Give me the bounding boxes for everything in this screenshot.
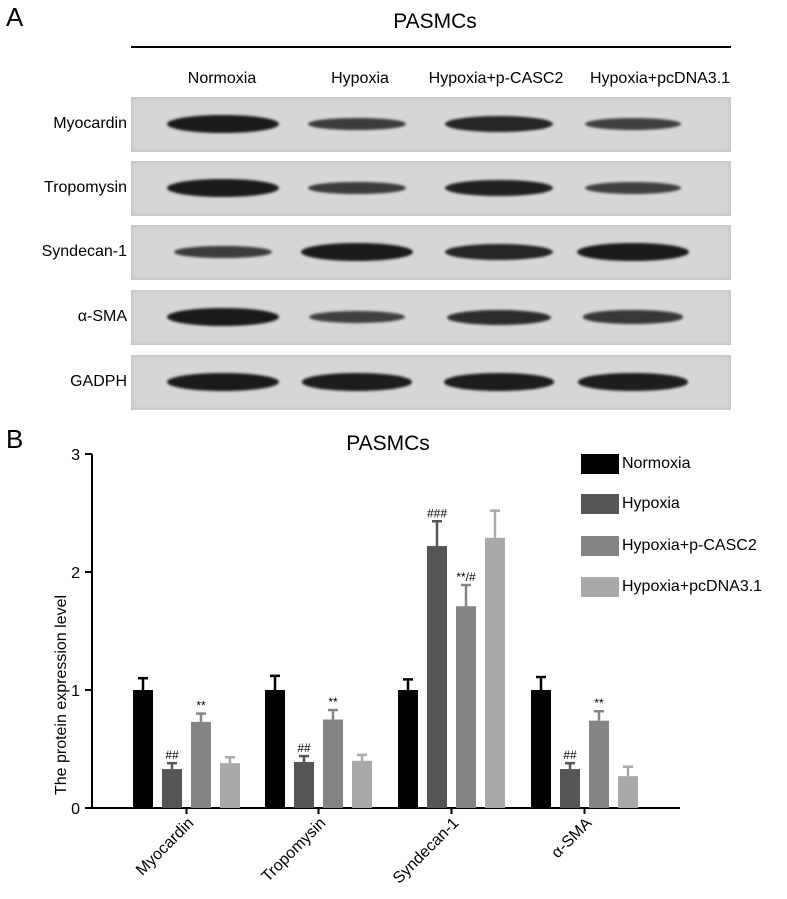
blot-strip [131, 161, 731, 216]
bar [618, 776, 638, 808]
legend-swatch [581, 536, 619, 556]
blot-band [167, 115, 279, 133]
bar [352, 760, 372, 808]
bar [456, 606, 476, 808]
legend-label: Hypoxia+p-CASC2 [622, 537, 757, 554]
chart-title: PASMCs [346, 432, 430, 455]
bar [427, 546, 447, 808]
blot-strip [131, 97, 731, 152]
x-tick-label: Syndecan-1 [390, 815, 462, 887]
blot-band [301, 373, 413, 391]
bar [485, 537, 505, 808]
blot-band [447, 309, 551, 325]
y-tick-label: 3 [71, 447, 80, 464]
y-tick-label: 1 [71, 683, 80, 700]
legend-label: Hypoxia+pcDNA3.1 [622, 578, 763, 595]
blot-band [301, 243, 413, 261]
bar [531, 690, 551, 808]
blot-band [308, 181, 406, 195]
blot-band [445, 115, 553, 133]
significance-label: ## [297, 741, 311, 755]
blot-band [167, 179, 279, 197]
legend-swatch [581, 494, 619, 514]
blot-strip [131, 355, 731, 410]
significance-label: ** [594, 696, 604, 710]
blot-band [445, 243, 553, 261]
blot-band [174, 245, 272, 259]
bar-chart: PASMCs The protein expression level 0 1 2 3… [53, 432, 680, 887]
bar [133, 690, 153, 808]
legend-swatch [581, 577, 619, 597]
bar [220, 763, 240, 808]
lane-label: Normoxia [187, 70, 257, 87]
blot-band [577, 243, 689, 261]
blot-title-rule [131, 46, 731, 48]
y-tick-label: 2 [71, 565, 80, 582]
lane-label: Hypoxia+p-CASC2 [428, 70, 564, 87]
significance-label: ## [165, 748, 179, 762]
y-axis-label: The protein expression level [53, 595, 70, 795]
significance-label: **/# [456, 570, 476, 584]
bar [191, 721, 211, 808]
blot-row-label: α-SMA [77, 308, 127, 325]
bar [323, 719, 343, 808]
blot-band [577, 373, 689, 391]
bar [162, 769, 182, 808]
significance-label: ## [563, 748, 577, 762]
legend-swatch [581, 454, 619, 474]
lane-label: Hypoxia+pcDNA3.1 [589, 70, 731, 87]
blot-row-label: Myocardin [53, 115, 127, 132]
chart-bars: ## ** ## ** ### **/# ## ** [133, 506, 638, 808]
blot-row-label: Syndecan-1 [41, 243, 127, 260]
panel-letter-a: A [6, 2, 24, 32]
significance-label: ** [196, 699, 206, 713]
blot-band [444, 179, 554, 197]
blot-title: PASMCs [393, 10, 477, 33]
blot-row-label: GADPH [70, 373, 127, 390]
bar [589, 720, 609, 808]
panel-letter-b: B [6, 424, 24, 454]
legend-label: Normoxia [622, 455, 691, 472]
significance-label: ** [328, 695, 338, 709]
x-tick-label: α-SMA [548, 815, 595, 862]
x-tick-label: Myocardin [133, 815, 197, 879]
blot-band [583, 310, 683, 324]
blot-band [309, 311, 405, 323]
blot-band [585, 118, 681, 130]
legend-label: Hypoxia [622, 495, 680, 512]
blot-band [308, 117, 406, 131]
bar [398, 690, 418, 808]
blot-strip [131, 290, 731, 345]
bar [294, 761, 314, 808]
bar [560, 769, 580, 808]
lane-label: Hypoxia [331, 70, 389, 87]
blot-band [167, 308, 279, 326]
y-tick-label: 0 [71, 801, 80, 818]
x-tick-label: Tropomysin [259, 815, 330, 886]
bar [265, 690, 285, 808]
blot-row-label: Tropomysin [44, 179, 127, 196]
blot-band [585, 182, 681, 194]
blot-band [443, 373, 555, 391]
blot-band [167, 373, 279, 391]
blot-strip [131, 225, 731, 280]
significance-label: ### [427, 506, 447, 520]
